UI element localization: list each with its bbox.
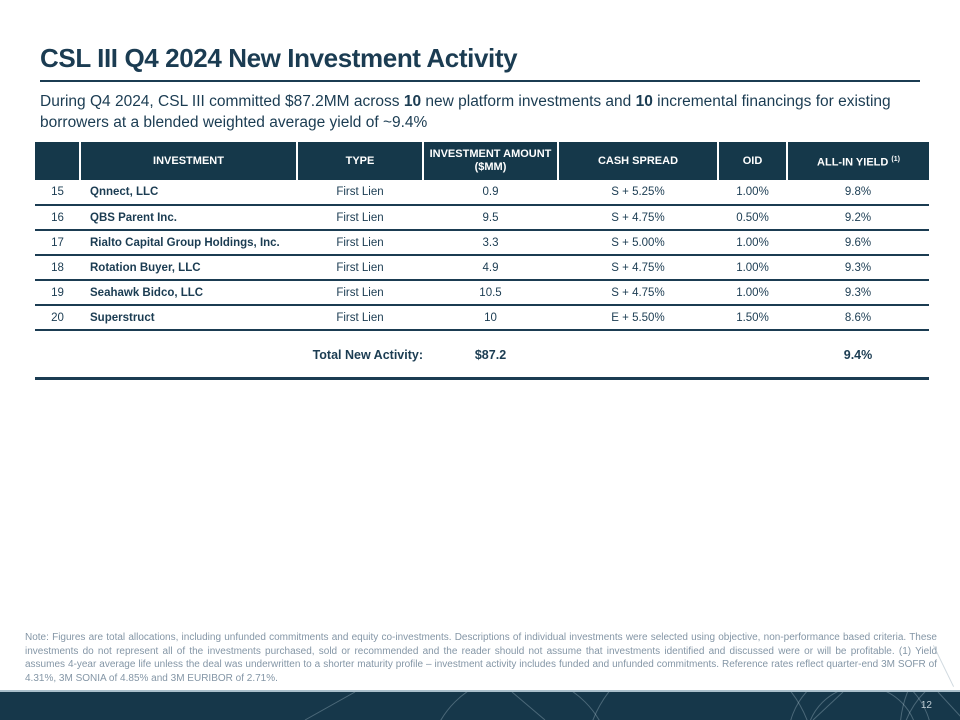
investment-amount: 9.5 <box>423 205 558 231</box>
intro-count-incremental: 10 <box>635 93 653 110</box>
header-investment: INVESTMENT <box>79 142 297 180</box>
header-all-in-yield-label: ALL-IN YIELD <box>817 156 889 169</box>
investment-amount: 4.9 <box>423 255 558 281</box>
table-row: 17 Rialto Capital Group Holdings, Inc. F… <box>35 230 929 256</box>
cash-spread: S + 4.75% <box>558 280 718 306</box>
investment-type: First Lien <box>297 305 423 331</box>
investment-name: Seahawk Bidco, LLC <box>80 280 297 306</box>
header-oid: OID <box>717 142 787 180</box>
investment-table: INVESTMENT TYPE INVESTMENT AMOUNT ($MM) … <box>35 142 929 331</box>
oid: 1.00% <box>718 180 787 206</box>
row-number: 19 <box>35 280 80 306</box>
oid: 1.00% <box>718 255 787 281</box>
table-bottom-rule <box>35 377 929 380</box>
intro-text: new platform investments and <box>421 93 636 110</box>
page-number: 12 <box>920 700 932 711</box>
footer-arc-decoration <box>304 692 960 720</box>
total-label: Total New Activity: <box>312 348 423 362</box>
investment-type: First Lien <box>297 180 423 206</box>
all-in-yield: 9.3% <box>787 255 929 281</box>
all-in-yield: 9.3% <box>787 280 929 306</box>
investment-amount: 3.3 <box>423 230 558 256</box>
oid: 0.50% <box>718 205 787 231</box>
table-row: 18 Rotation Buyer, LLC First Lien 4.9 S … <box>35 255 929 281</box>
investment-type: First Lien <box>297 280 423 306</box>
investment-type: First Lien <box>297 230 423 256</box>
investment-name: QBS Parent Inc. <box>80 205 297 231</box>
table-row: 19 Seahawk Bidco, LLC First Lien 10.5 S … <box>35 280 929 306</box>
row-number: 15 <box>35 180 80 206</box>
header-all-in-yield: ALL-IN YIELD (1) <box>786 142 929 180</box>
header-cash-spread: CASH SPREAD <box>557 142 718 180</box>
table-row: 15 Qnnect, LLC First Lien 0.9 S + 5.25% … <box>35 180 929 206</box>
all-in-yield: 8.6% <box>787 305 929 331</box>
cash-spread: S + 5.00% <box>558 230 718 256</box>
header-number <box>35 142 80 180</box>
oid: 1.00% <box>718 280 787 306</box>
cash-spread: E + 5.50% <box>558 305 718 331</box>
cash-spread: S + 4.75% <box>558 205 718 231</box>
row-number: 17 <box>35 230 80 256</box>
all-in-yield: 9.6% <box>787 230 929 256</box>
oid: 1.50% <box>718 305 787 331</box>
investment-name: Rotation Buyer, LLC <box>80 255 297 281</box>
footnote-text: Note: Figures are total allocations, inc… <box>25 632 937 684</box>
investment-type: First Lien <box>297 205 423 231</box>
row-number: 16 <box>35 205 80 231</box>
header-amount: INVESTMENT AMOUNT ($MM) <box>422 142 558 180</box>
table-header: INVESTMENT TYPE INVESTMENT AMOUNT ($MM) … <box>35 142 929 180</box>
investment-amount: 10 <box>423 305 558 331</box>
table-row: 16 QBS Parent Inc. First Lien 9.5 S + 4.… <box>35 205 929 231</box>
header-type: TYPE <box>296 142 423 180</box>
table-row: 20 Superstruct First Lien 10 E + 5.50% 1… <box>35 305 929 331</box>
investment-table-wrap: INVESTMENT TYPE INVESTMENT AMOUNT ($MM) … <box>35 142 929 331</box>
all-in-yield: 9.2% <box>787 205 929 231</box>
total-row: Total New Activity: $87.2 9.4% <box>35 348 929 362</box>
intro-paragraph: During Q4 2024, CSL III committed $87.2M… <box>40 91 924 133</box>
intro-text: incremental financings for existing borr… <box>40 93 891 131</box>
footnote-reference: (1) <box>891 155 900 163</box>
title-divider <box>40 80 920 82</box>
investment-amount: 10.5 <box>423 280 558 306</box>
footer-bar: 12 <box>0 690 960 720</box>
total-amount: $87.2 <box>474 348 507 362</box>
intro-text: During Q4 2024, CSL III committed $87.2M… <box>40 93 404 110</box>
all-in-yield: 9.8% <box>787 180 929 206</box>
cash-spread: S + 5.25% <box>558 180 718 206</box>
row-number: 20 <box>35 305 80 331</box>
cash-spread: S + 4.75% <box>558 255 718 281</box>
intro-count-platform: 10 <box>403 93 422 110</box>
investment-name: Superstruct <box>80 305 297 331</box>
investment-name: Qnnect, LLC <box>80 180 297 206</box>
page-title: CSL III Q4 2024 New Investment Activity <box>40 43 518 73</box>
total-yield: 9.4% <box>843 348 873 362</box>
investment-type: First Lien <box>297 255 423 281</box>
investment-name: Rialto Capital Group Holdings, Inc. <box>80 230 297 256</box>
row-number: 18 <box>35 255 80 281</box>
investment-amount: 0.9 <box>423 180 558 206</box>
oid: 1.00% <box>718 230 787 256</box>
